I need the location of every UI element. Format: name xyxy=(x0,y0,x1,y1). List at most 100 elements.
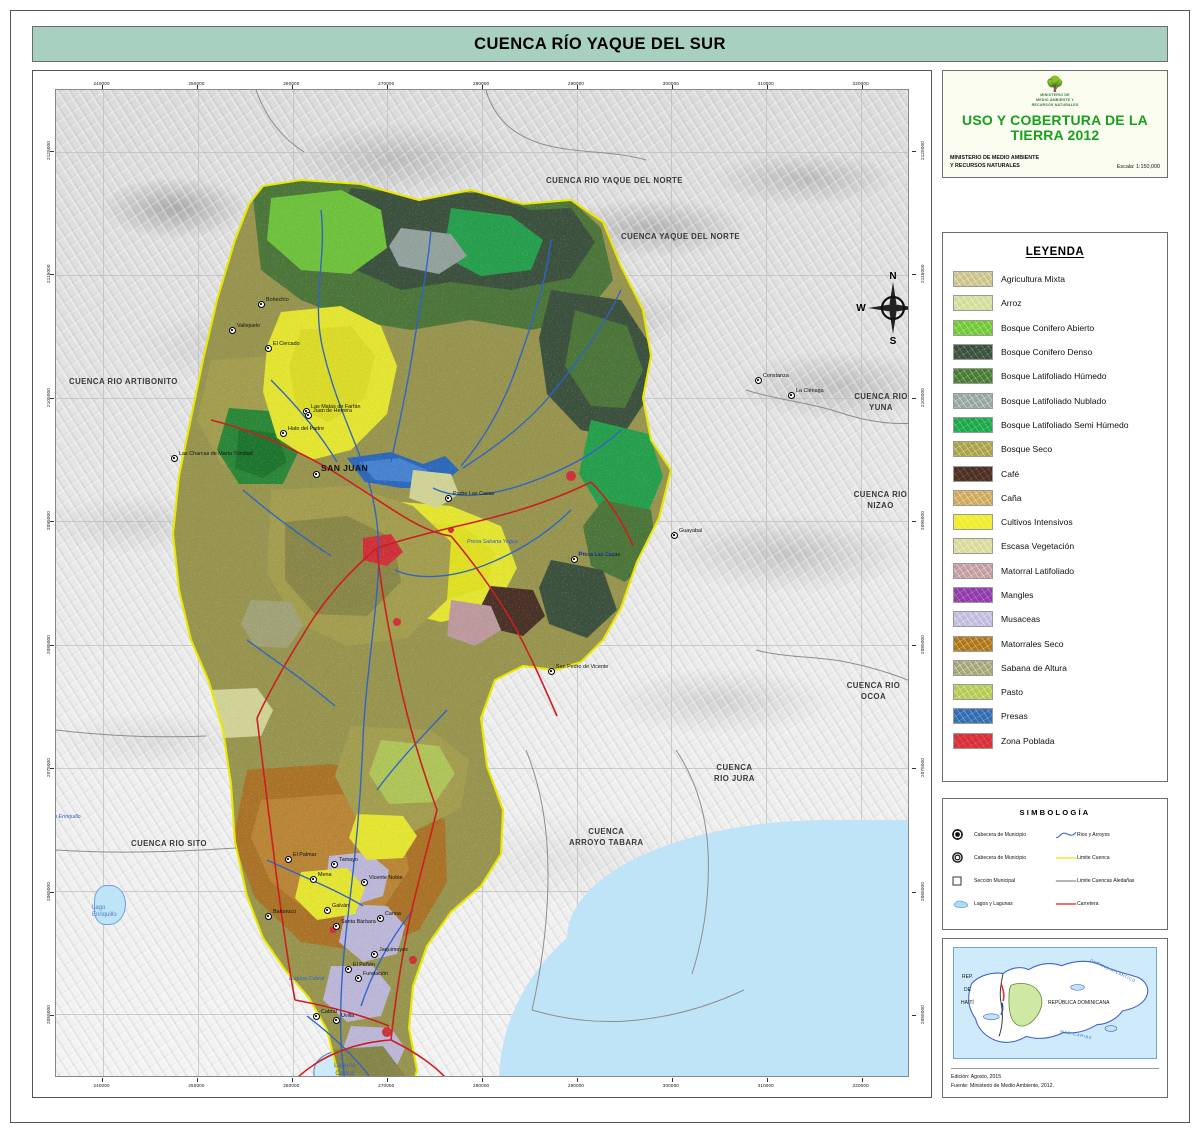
y-axis-tick-mark xyxy=(912,1015,916,1017)
inset-haiti-line3: HAITÍ xyxy=(961,1000,974,1006)
y-axis-tick-label: 2055000 xyxy=(920,1005,925,1025)
legend-item: Mangles xyxy=(953,583,1157,607)
x-axis-tick-label: 250000 xyxy=(188,81,205,86)
legend-item-label: Arroz xyxy=(1001,298,1022,309)
edition-text: Edición: Agosto, 2015 xyxy=(951,1074,1002,1081)
x-axis-tick-label: 240000 xyxy=(93,81,110,86)
legend-item: Presas xyxy=(953,704,1157,728)
town-marker-icon xyxy=(331,861,338,868)
legend-item: Bosque Conifero Denso xyxy=(953,340,1157,364)
place-label: Hato del Padre xyxy=(288,426,324,432)
y-axis-tick-mark xyxy=(912,768,916,770)
source-text: Fuente: Ministerio de Medio Ambiente, 20… xyxy=(951,1083,1054,1090)
ministry-name-line1: MINISTERIO DE MEDIO AMBIENTE xyxy=(950,154,1040,161)
legend-item-label: Matorrales Seco xyxy=(1001,638,1064,649)
symbology-item-label: Cabecera de Municipio xyxy=(974,854,1027,861)
y-axis-tick-label: 2075000 xyxy=(46,758,51,778)
y-axis-tick-mark xyxy=(50,1015,54,1017)
place-label: Vallejuelo xyxy=(237,323,260,329)
town-marker-icon xyxy=(258,301,265,308)
y-axis-tick-label: 2105000 xyxy=(46,387,51,407)
legend-swatch xyxy=(953,514,993,531)
y-axis-tick-mark xyxy=(912,397,916,399)
x-axis-tick-label: 260000 xyxy=(283,81,300,86)
basin-highlight xyxy=(1008,983,1043,1027)
town-marker-icon xyxy=(171,455,178,462)
legend-item-label: Presas xyxy=(1001,711,1028,722)
place-label: Presa Las Casas xyxy=(579,552,621,558)
legend-item: Musaceas xyxy=(953,607,1157,631)
legend-list: Agricultura Mixta Arroz Bosque Conifero Ab… xyxy=(943,267,1167,753)
symbology-item: Cabecera de Municipio xyxy=(952,824,1055,845)
legend-item-label: Escasa Vegetación xyxy=(1001,541,1075,552)
legend-item: Sabana de Altura xyxy=(953,656,1157,680)
place-label: Las Charcas de María Trinidad xyxy=(179,451,253,457)
legend-swatch xyxy=(953,708,993,725)
lago-enriquillo xyxy=(94,885,126,925)
town-marker-icon xyxy=(377,915,384,922)
legend-swatch xyxy=(953,635,993,652)
x-axis-tick-label: 310000 xyxy=(757,81,774,86)
legend-swatch xyxy=(953,416,993,433)
place-label: Tamayo xyxy=(339,857,358,863)
legend-swatch xyxy=(953,587,993,603)
symbology-item: Carretera xyxy=(1055,893,1158,914)
basin-landcover-svg xyxy=(171,178,671,1076)
yaque-del-sur-basin xyxy=(151,170,671,1076)
y-axis-tick-mark xyxy=(50,768,54,770)
symbology-title: SIMBOLOGÍA xyxy=(1019,808,1091,817)
x-axis-tick-label: 290000 xyxy=(567,1083,585,1088)
neighbor-basin-label: CUENCA YAQUE DEL NORTE xyxy=(621,232,741,241)
place-label: Padre Las Casas xyxy=(453,491,495,497)
legend-swatch xyxy=(953,489,993,506)
river-line-icon xyxy=(1055,830,1077,840)
symbology-item: Sección Municipal xyxy=(952,870,1055,891)
legend-item: Cultivos Intensivos xyxy=(953,510,1157,534)
x-axis-tick-label: 320000 xyxy=(852,81,869,86)
y-axis-tick-mark xyxy=(912,274,916,276)
compass-north-label: N xyxy=(889,271,896,282)
y-axis-tick-label: 2125000 xyxy=(920,140,925,160)
legend-swatch xyxy=(953,684,993,701)
y-axis-tick-label: 2115000 xyxy=(46,264,51,284)
lake-polygon-icon xyxy=(952,899,974,909)
town-marker-icon xyxy=(345,966,352,973)
inset-country-label: REPÚBLICA DOMINICANA xyxy=(1048,1000,1110,1006)
municipio-cabecera-ring-icon xyxy=(952,852,974,863)
place-label: Galván xyxy=(332,903,350,909)
place-label: Uvilla xyxy=(341,1013,355,1019)
town-marker-icon xyxy=(313,1013,320,1020)
legend-swatch xyxy=(953,368,993,385)
legend-swatch xyxy=(953,392,993,409)
town-marker-icon xyxy=(671,532,678,539)
map-subject-title: USO Y COBERTURA DE LA TIERRA 2012 xyxy=(943,112,1167,144)
x-axis-tick-label: 260000 xyxy=(283,1083,300,1088)
y-axis-tick-mark xyxy=(50,274,54,276)
x-axis-tick-label: 280000 xyxy=(473,1083,490,1088)
place-label: Las Matas de Farfán xyxy=(311,404,361,410)
legend-item-label: Bosque Conifero Denso xyxy=(1001,347,1093,358)
town-marker-icon xyxy=(280,430,287,437)
legend-item-label: Zona Poblada xyxy=(1001,735,1055,746)
basin-boundary xyxy=(171,178,671,1076)
ministry-logo: 🌳 MINISTERIO DE MEDIO AMBIENTE Y RECURSO… xyxy=(943,71,1167,109)
adjacent-basin-line-icon xyxy=(1055,877,1077,885)
y-axis-tick-mark xyxy=(50,521,54,523)
place-label: Fundación xyxy=(363,971,389,977)
x-axis-tick-mark xyxy=(482,1078,483,1082)
legend-card: LEYENDA Agricultura Mixta Arroz Bosque Con… xyxy=(942,232,1168,782)
place-label: Cabral xyxy=(321,1009,337,1015)
map-subject-title-line2: TIERRA 2012 xyxy=(1010,127,1100,144)
town-marker-icon xyxy=(571,556,578,563)
legend-item-label: Sabana de Altura xyxy=(1001,662,1067,673)
y-axis-tick-mark xyxy=(50,891,54,893)
legend-item: Café xyxy=(953,461,1157,485)
town-marker-icon xyxy=(361,879,368,886)
place-label: San Pedro de Vicente xyxy=(556,664,609,670)
place-label: Vicente Noble xyxy=(369,875,403,881)
map-scale: Escala: 1:150,000 xyxy=(1116,164,1160,170)
map-canvas[interactable]: CUENCA RIO YAQUE DEL NORTE CUENCA YAQUE D… xyxy=(55,89,909,1077)
y-axis-tick-mark xyxy=(50,150,54,152)
y-axis-tick-mark xyxy=(50,397,54,399)
map-panel: 240000 250000 260000 270000 280000 290000 3000… xyxy=(32,70,932,1098)
